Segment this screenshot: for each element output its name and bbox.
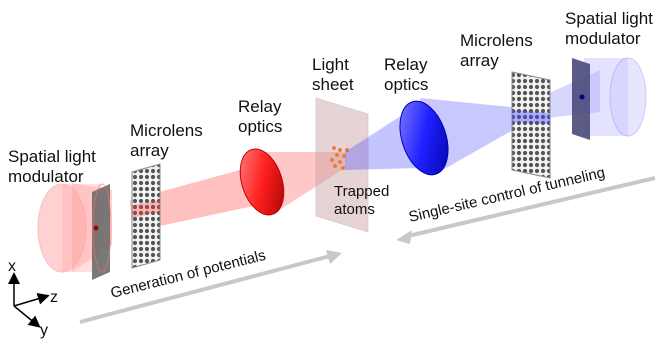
slm-right — [572, 57, 647, 140]
axis-z-line — [13, 292, 50, 307]
slm-right-cylinder-body — [584, 58, 628, 136]
label-relay-right-line2: optics — [384, 75, 428, 94]
slm-right-cylinder-back — [609, 57, 647, 137]
label-mla-left-line1: Microlens — [130, 121, 203, 140]
slm-right-pixel — [579, 94, 585, 100]
mla-left-red-highlight — [132, 200, 160, 218]
label-sheet-line2: sheet — [312, 75, 354, 94]
trapped-atoms — [330, 146, 349, 170]
mla-left — [131, 163, 161, 269]
atom — [342, 154, 346, 158]
label-relay-right-line1: Relay — [384, 55, 428, 74]
mla-right — [511, 71, 551, 179]
atom — [335, 153, 339, 157]
atom — [338, 160, 342, 164]
axis-x-label: x — [8, 258, 16, 275]
slm-left — [37, 183, 112, 280]
atom — [330, 158, 334, 162]
axis-y-line — [13, 305, 41, 328]
relay-lens-right — [399, 100, 449, 176]
label-slm-right-line1: Spatial light — [565, 9, 653, 28]
axis-z-label: z — [50, 289, 58, 306]
mla-right-grid — [511, 71, 551, 179]
label-atoms-line1: Trapped — [334, 183, 389, 200]
atom — [338, 148, 342, 152]
relay-lens-left — [239, 148, 285, 216]
label-mla-right-line2: array — [460, 51, 499, 70]
slm-left-cylinder-back — [37, 183, 87, 273]
label-mla-left-line2: array — [130, 141, 169, 160]
mla-left-grid — [131, 163, 161, 269]
label-slm-right-line2: modulator — [565, 29, 641, 48]
label-slm-left-line2: modulator — [8, 167, 84, 186]
mla-right-blue-highlight — [512, 110, 550, 124]
label-slm-left-line1: Spatial light — [8, 147, 96, 166]
tunneling-arrow-head — [396, 230, 412, 244]
axes-indicator: x z y — [8, 258, 58, 339]
slm-left-pixel — [93, 225, 99, 231]
atom — [333, 164, 337, 168]
label-relay-left-line1: Relay — [238, 97, 282, 116]
label-relay-left-line2: optics — [238, 117, 282, 136]
generation-arrow — [79, 250, 342, 324]
tunneling-arrow — [396, 176, 656, 244]
slm-left-panel — [92, 184, 110, 280]
tunneling-arrow-shaft — [407, 176, 656, 238]
light-sheet — [315, 97, 369, 233]
axis-y-label: y — [40, 322, 48, 339]
atom — [341, 166, 345, 170]
red-beam-mla-to-lens — [130, 165, 258, 232]
atom — [345, 148, 349, 152]
label-sheet-line1: Light — [312, 55, 349, 74]
atom — [332, 146, 336, 150]
blue-beam-path — [345, 57, 647, 179]
label-mla-right-line1: Microlens — [460, 31, 533, 50]
slm-left-cylinder-front — [92, 183, 112, 273]
label-atoms-line2: atoms — [334, 201, 375, 218]
red-beam-path — [37, 148, 345, 280]
generation-arrow-shaft — [79, 254, 331, 324]
generation-arrow-head — [326, 250, 342, 264]
